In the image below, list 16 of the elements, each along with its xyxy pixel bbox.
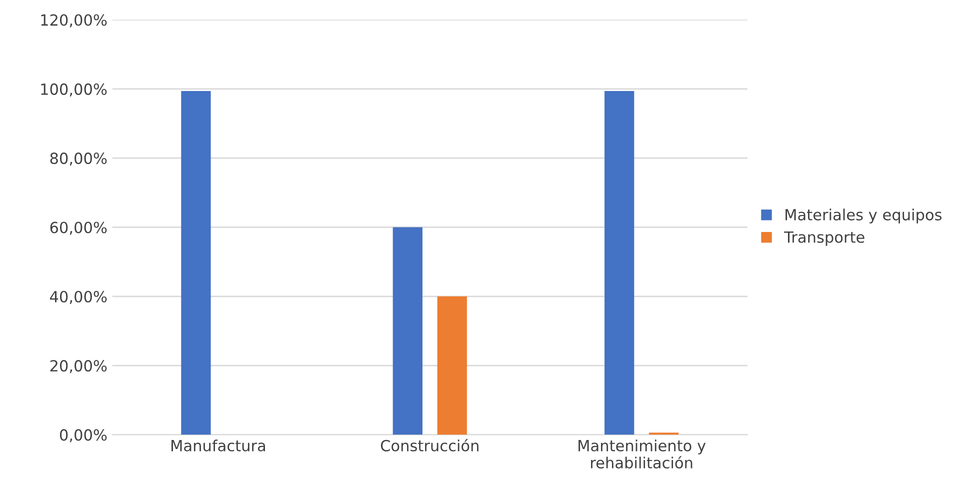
- y-tick-label: 0,00%: [60, 429, 107, 442]
- y-tick-label: 120,00%: [41, 14, 107, 28]
- y-tick-label: 20,00%: [50, 360, 107, 374]
- y-tick-label: 80,00%: [50, 152, 107, 166]
- legend-label: Materiales y equipos: [786, 208, 942, 224]
- x-tick-label: Mantenimiento y rehabilitación: [578, 440, 706, 469]
- bar: [392, 227, 422, 435]
- y-tick-label: 100,00%: [41, 83, 107, 96]
- x-tick-label: Manufactura: [172, 440, 265, 452]
- bar: [604, 90, 634, 435]
- bar: [181, 90, 211, 435]
- y-tick-label: 40,00%: [50, 290, 107, 304]
- legend-label: Transporte: [784, 232, 864, 246]
- y-tick-label: 60,00%: [50, 222, 107, 235]
- bar: [437, 296, 467, 435]
- x-tick-label: Construcción: [380, 438, 478, 452]
